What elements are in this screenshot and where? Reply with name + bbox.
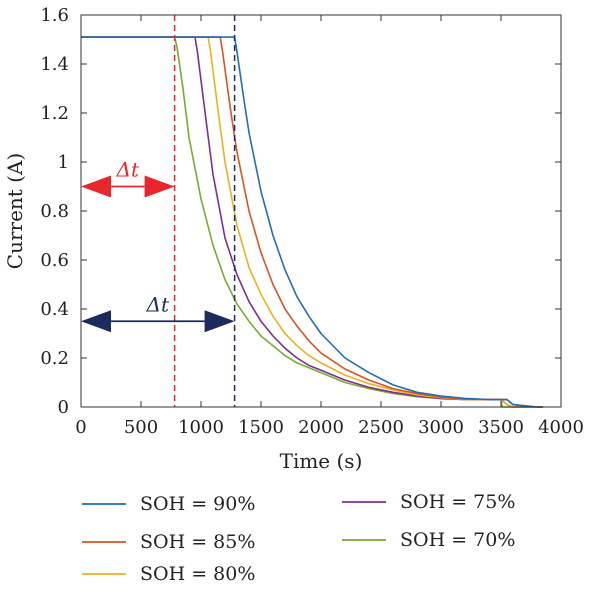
axes: 0 500 1000 1500 2000 2500 3000 3500 4000 0 0.2 0.4 0… <box>40 5 584 438</box>
delta-t-arrow-right-head-0 <box>144 175 175 198</box>
series-line-0 <box>81 36 543 408</box>
series-line-1 <box>81 36 543 408</box>
delta-t-label-1: Δt <box>146 292 170 316</box>
series-line-4 <box>81 36 543 408</box>
y-tick-label-4: 0.8 <box>40 201 69 222</box>
x-tick-label-7: 3500 <box>478 417 524 438</box>
y-tick-label-2: 0.4 <box>40 299 69 320</box>
plot-frame <box>80 14 562 408</box>
y-tick-label-6: 1.2 <box>40 103 69 124</box>
y-tick-label-5: 1 <box>58 152 69 173</box>
x-tick-label-3: 1500 <box>238 417 284 438</box>
y-tick-label-8: 1.6 <box>40 5 69 26</box>
legend-label-0: SOH = 90% <box>140 493 255 515</box>
plot-area <box>81 36 543 408</box>
delta-t-arrow-right-head-1 <box>204 310 235 333</box>
legend-label-1: SOH = 85% <box>140 531 255 553</box>
x-tick-label-2: 1000 <box>178 417 224 438</box>
x-tick-label-8: 4000 <box>538 417 584 438</box>
x-tick-label-1: 500 <box>124 417 158 438</box>
delta-t-arrow-left-head-0 <box>81 175 111 198</box>
legend-label-4: SOH = 70% <box>400 529 515 551</box>
series-line-3 <box>81 36 543 408</box>
x-tick-label-6: 3000 <box>418 417 464 438</box>
legend: SOH = 90% SOH = 85% SOH = 80% SOH = 75% SOH … <box>82 491 515 585</box>
delta-t-label-0: Δt <box>116 158 140 182</box>
delta-t-annotations: Δt Δt <box>81 15 236 407</box>
series-line-2 <box>81 36 543 408</box>
y-axis-label: Current (A) <box>3 153 27 269</box>
y-tick-label-3: 0.6 <box>40 250 69 271</box>
y-tick-label-1: 0.2 <box>40 348 69 369</box>
delta-t-arrow-left-head-1 <box>81 310 111 333</box>
x-tick-label-0: 0 <box>75 417 86 438</box>
x-tick-label-4: 2000 <box>298 417 344 438</box>
x-axis-label: Time (s) <box>280 449 363 473</box>
x-tick-label-5: 2500 <box>358 417 404 438</box>
legend-label-2: SOH = 80% <box>140 563 255 585</box>
y-tick-label-0: 0 <box>58 397 69 418</box>
y-tick-label-7: 1.4 <box>40 54 69 75</box>
legend-label-3: SOH = 75% <box>400 491 515 513</box>
